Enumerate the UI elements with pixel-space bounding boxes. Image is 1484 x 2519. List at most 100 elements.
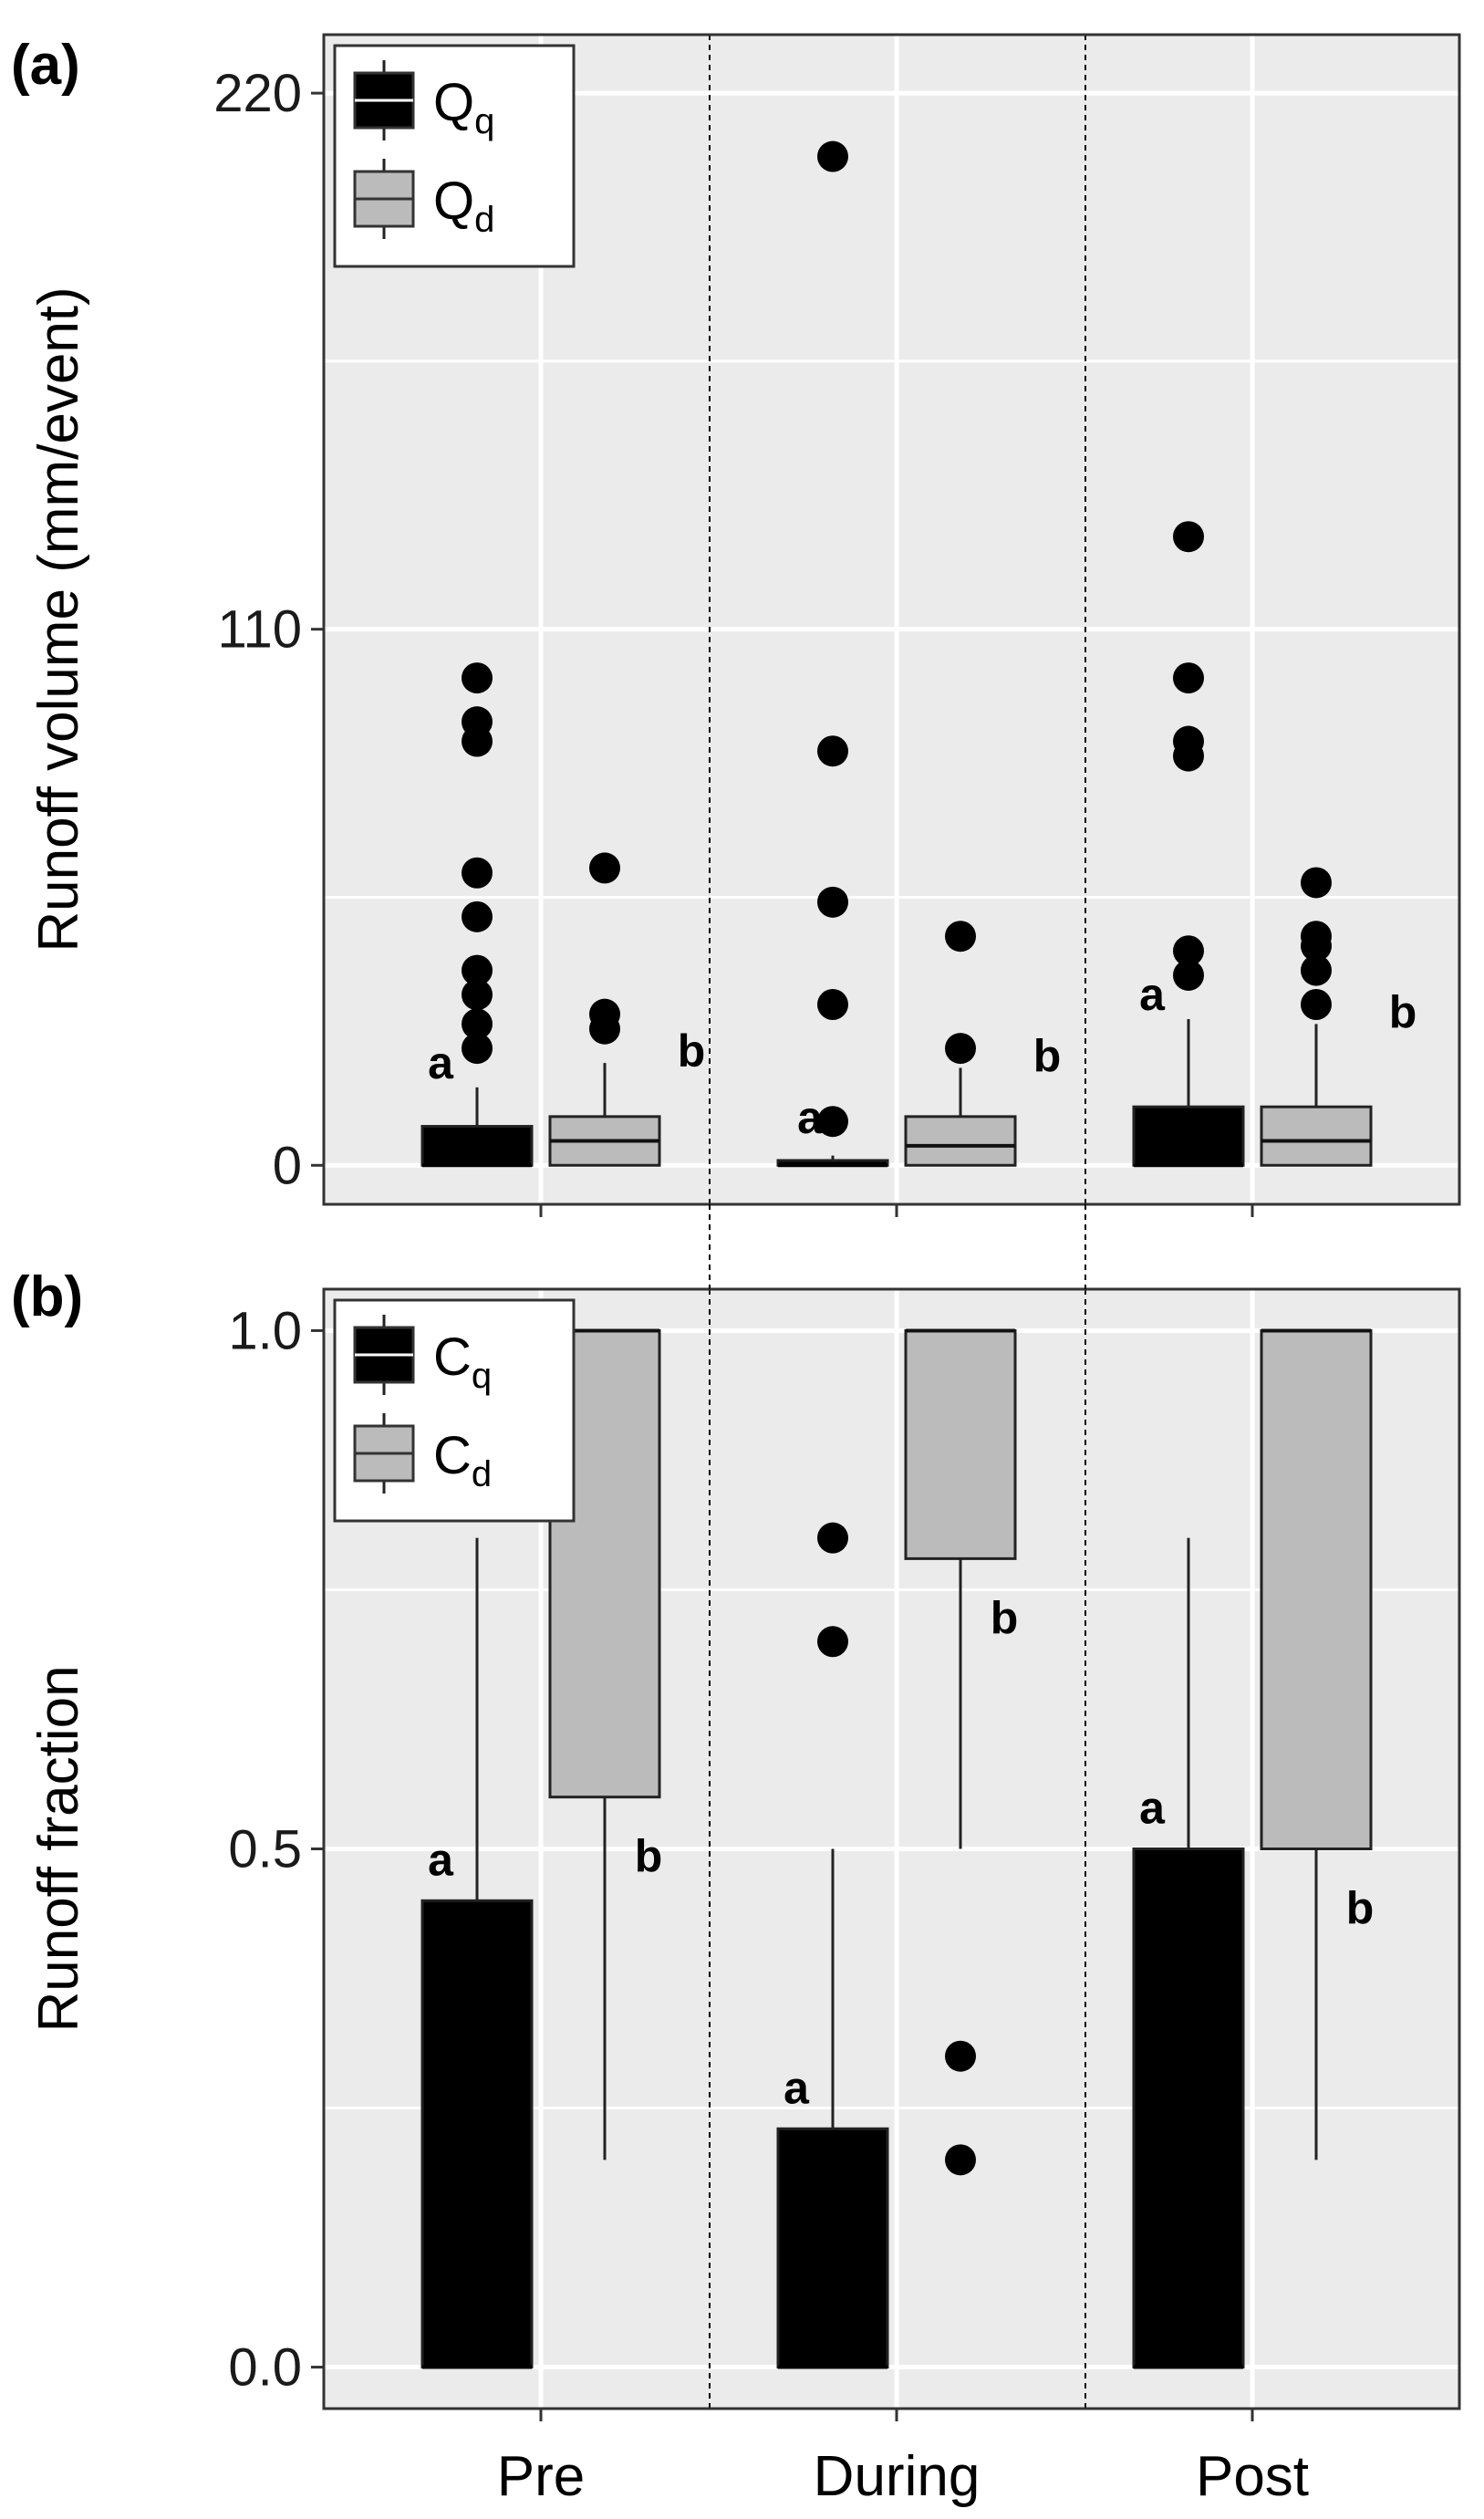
outlier-point <box>589 852 620 884</box>
y-tick-label: 1.0 <box>228 1301 302 1360</box>
panel-a-label: (a) <box>11 34 80 97</box>
significance-letter: a <box>797 1092 824 1143</box>
box-Cd-During: b <box>904 1328 1019 2176</box>
panel-b-marks: a a a b b b <box>420 1328 1375 2369</box>
panel-a-y-axis-title: Runoff volume (mm/event) <box>27 286 90 952</box>
outlier-point <box>817 735 848 767</box>
box-Qq-Post: a <box>1132 521 1245 1168</box>
legend-label-base: Q <box>433 172 474 231</box>
box-body <box>420 1899 534 2369</box>
outlier-point <box>1301 954 1332 986</box>
significance-letter: b <box>635 1831 663 1882</box>
legend-label-Qd: Qd <box>433 172 494 240</box>
y-tick-label: 110 <box>218 600 302 660</box>
outlier-point <box>1301 867 1332 899</box>
outlier-point <box>1173 521 1204 553</box>
legend-label-subscript: d <box>474 200 494 240</box>
outlier-point <box>945 2040 976 2072</box>
box-body <box>1132 1848 1245 2369</box>
legend-key-Cd <box>353 1413 415 1494</box>
box-Cq-Post: a <box>1132 1537 1245 2369</box>
panel-b-ticks: 0.0 0.5 1.0 <box>228 1301 1254 2421</box>
x-category-label-pre: Pre <box>497 2445 585 2508</box>
outlier-point <box>817 1106 848 1138</box>
significance-letter: a <box>1139 1783 1166 1834</box>
panel-a-dividers <box>709 35 1086 1204</box>
legend-key-Qd <box>353 159 415 239</box>
outlier-point <box>462 954 493 986</box>
outlier-point <box>462 857 493 889</box>
outlier-point <box>462 1033 493 1065</box>
outlier-point <box>1173 959 1204 991</box>
panel-a-marks: a a a b b b <box>420 141 1417 1168</box>
y-tick-label: 0 <box>273 1136 302 1195</box>
significance-letter: a <box>428 1834 454 1885</box>
legend-key-Qq <box>353 60 415 141</box>
outlier-point <box>1301 921 1332 952</box>
x-axis-category-labels: Pre During Post <box>497 2445 1309 2508</box>
y-tick-label: 0.5 <box>228 1820 302 1879</box>
panel-b-label: (b) <box>11 1265 83 1328</box>
outlier-point <box>945 1033 976 1065</box>
legend-label-subscript: q <box>474 101 494 141</box>
significance-letter: b <box>1346 1883 1375 1934</box>
box-Qd-During: b <box>904 921 1062 1167</box>
outlier-point <box>462 706 493 738</box>
significance-letter: a <box>1139 969 1166 1020</box>
significance-letter: b <box>991 1592 1019 1643</box>
box-body <box>420 1125 534 1167</box>
legend-label-base: Q <box>433 73 474 132</box>
outlier-point <box>945 2144 976 2176</box>
significance-letter: b <box>678 1025 706 1077</box>
outlier-point <box>589 998 620 1030</box>
panel-b-y-axis-title: Runoff fraction <box>27 1665 90 2032</box>
significance-letter: b <box>1033 1030 1062 1081</box>
panel-a: (a) a a a b b b 0 110 220 Runoff volume (mm/eve… <box>11 33 1461 1217</box>
x-category-label-post: Post <box>1196 2445 1309 2508</box>
y-tick-label: 0.0 <box>228 2338 302 2398</box>
box-Cd-Post: b <box>1260 1328 1375 2160</box>
outlier-point <box>817 988 848 1020</box>
legend-label-subscript: q <box>472 1356 492 1396</box>
significance-letter: a <box>784 2062 810 2113</box>
panel-a-frame <box>322 33 1461 1206</box>
box-body <box>904 1115 1017 1167</box>
outlier-point <box>945 921 976 952</box>
outlier-point <box>462 979 493 1011</box>
x-category-label-during: During <box>814 2445 981 2508</box>
box-body <box>1260 1328 1373 1850</box>
outlier-point <box>1173 725 1204 757</box>
outlier-point <box>462 1008 493 1040</box>
legend-label-base: C <box>433 1426 472 1485</box>
box-body <box>1132 1105 1245 1167</box>
legend-label-Cd: Cd <box>433 1426 492 1494</box>
legend-label-Cq: Cq <box>433 1327 492 1396</box>
outlier-point <box>817 1522 848 1554</box>
box-body <box>1260 1105 1373 1167</box>
box-Cq-Pre: a <box>420 1537 534 2369</box>
outlier-point <box>462 662 493 694</box>
box-Cq-During: a <box>776 1522 889 2369</box>
box-Qd-Pre: b <box>548 852 706 1167</box>
gap-dividers <box>709 1204 1086 1289</box>
outlier-point <box>1173 662 1204 694</box>
outlier-point <box>817 1626 848 1658</box>
legend-label-base: C <box>433 1327 472 1387</box>
box-body <box>776 2127 889 2369</box>
box-Qq-During: a <box>776 141 889 1168</box>
legend-label-subscript: d <box>472 1454 492 1494</box>
significance-letter: a <box>428 1037 454 1088</box>
outlier-point <box>817 886 848 918</box>
significance-letter: b <box>1389 986 1417 1037</box>
outlier-point <box>817 141 848 172</box>
panel-a-ticks: 0 110 220 <box>213 64 1254 1217</box>
box-body <box>904 1328 1017 1560</box>
legend-key-Cq <box>353 1315 415 1395</box>
legend-label-Qq: Qq <box>433 73 494 141</box>
box-Qq-Pre: a <box>420 662 534 1168</box>
box-Qd-Post: b <box>1260 867 1417 1167</box>
